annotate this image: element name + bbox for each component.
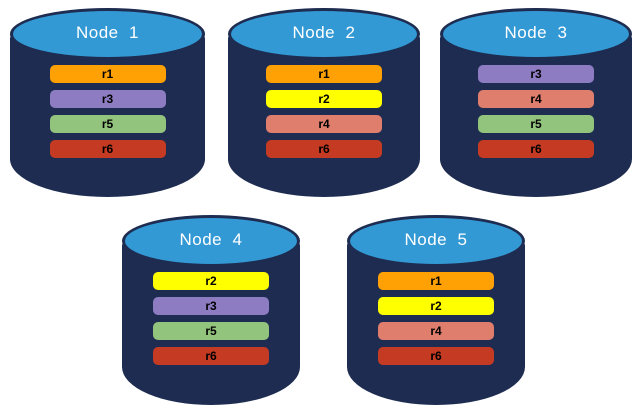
node-4-title: Node 4 bbox=[179, 230, 243, 249]
replica-bar: r2 bbox=[266, 90, 382, 108]
replica-bar: r3 bbox=[153, 297, 269, 315]
replica-bar: r4 bbox=[266, 115, 382, 133]
node-4-cylinder: Node 4 r2 r3 r5 r6 bbox=[122, 215, 300, 405]
node-4-replica-list: r2 r3 r5 r6 bbox=[122, 272, 300, 365]
node-5-cylinder-top: Node 5 bbox=[347, 215, 525, 267]
replica-bar: r4 bbox=[378, 322, 494, 340]
replica-bar: r1 bbox=[378, 272, 494, 290]
node-2-title: Node 2 bbox=[292, 23, 356, 42]
node-2-replica-list: r1 r2 r4 r6 bbox=[228, 65, 420, 158]
replica-bar: r4 bbox=[478, 90, 594, 108]
replica-bar: r1 bbox=[49, 65, 166, 83]
replica-bar: r6 bbox=[266, 140, 382, 158]
replica-bar: r6 bbox=[153, 347, 269, 365]
node-1-title: Node 1 bbox=[75, 23, 140, 42]
node-5-cylinder: Node 5 r1 r2 r4 r6 bbox=[347, 215, 525, 405]
replica-bar: r3 bbox=[478, 65, 594, 83]
node-3-replica-list: r3 r4 r5 r6 bbox=[440, 65, 632, 158]
node-2-cylinder: Node 2 r1 r2 r4 r6 bbox=[228, 8, 420, 197]
replica-bar: r6 bbox=[378, 347, 494, 365]
node-3-cylinder: Node 3 r3 r4 r5 r6 bbox=[440, 8, 632, 197]
replica-bar: r5 bbox=[478, 115, 594, 133]
node-3-cylinder-top: Node 3 bbox=[440, 8, 632, 60]
node-3-title: Node 3 bbox=[504, 23, 568, 42]
node-1-cylinder-top: Node 1 bbox=[10, 8, 205, 60]
replica-bar: r6 bbox=[49, 140, 166, 158]
node-4-cylinder-top: Node 4 bbox=[122, 215, 300, 267]
replica-bar: r3 bbox=[49, 90, 166, 108]
node-5-title: Node 5 bbox=[404, 230, 468, 249]
replica-bar: r6 bbox=[478, 140, 594, 158]
replica-bar: r2 bbox=[153, 272, 269, 290]
replica-bar: r1 bbox=[266, 65, 382, 83]
replica-bar: r5 bbox=[153, 322, 269, 340]
replica-bar: r5 bbox=[49, 115, 166, 133]
node-1-replica-list: r1 r3 r5 r6 bbox=[10, 65, 205, 158]
node-2-cylinder-top: Node 2 bbox=[228, 8, 420, 60]
node-5-replica-list: r1 r2 r4 r6 bbox=[347, 272, 525, 365]
replica-bar: r2 bbox=[378, 297, 494, 315]
node-1-cylinder: Node 1 r1 r3 r5 r6 bbox=[10, 8, 205, 197]
